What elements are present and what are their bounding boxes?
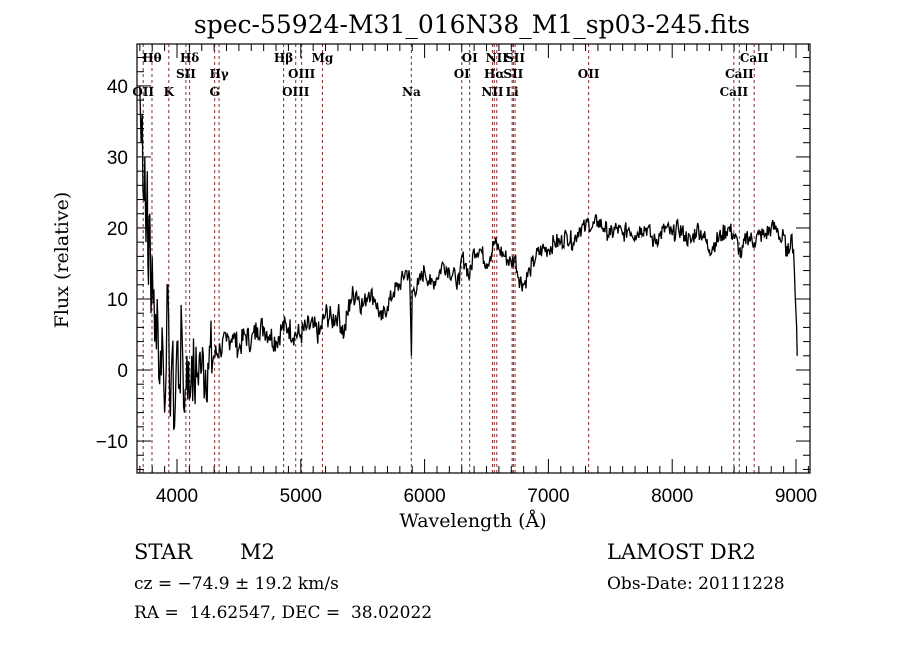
spectrum-series (139, 85, 798, 430)
y-axis-tick-labels: −10 0 10 20 30 40 (96, 77, 128, 453)
spectral-line-label: Hβ (274, 51, 293, 65)
spectral-line-label: OI (462, 51, 478, 65)
spectral-line-label: OIII (282, 85, 310, 99)
x-axis-tick-labels: 4000 5000 6000 7000 8000 9000 (156, 486, 817, 507)
y-tick-label: 20 (107, 219, 128, 240)
object-class: STAR (134, 540, 193, 564)
redshift-velocity: cz = −74.9 ± 19.2 km/s (134, 574, 339, 594)
y-axis-label: Flux (relative) (51, 192, 73, 329)
spectral-line-label: NII (486, 51, 509, 65)
spectral-line-label: G (210, 85, 220, 99)
spectral-line-label: CaII (720, 85, 749, 99)
spectral-line-label: Hγ (209, 67, 228, 81)
x-tick-label: 8000 (651, 486, 693, 507)
spectral-line-markers (142, 44, 755, 473)
chart-title: spec-55924-M31_016N38_M1_sp03-245.fits (194, 10, 750, 39)
spectral-line-label: OII (578, 67, 600, 81)
spectral-line-label: Hα (484, 67, 505, 81)
spectral-line-label: Mg (312, 51, 334, 65)
y-tick-label: 30 (107, 148, 128, 169)
spectral-line-label: SII (503, 67, 523, 81)
observation-date: Obs-Date: 20111228 (607, 574, 785, 594)
spectral-line-labels: OIIHθKSIIHδGHγHβOIIIOIIIMgNaOIOINIIHαNII… (132, 51, 768, 99)
sky-coordinates: RA = 14.62547, DEC = 38.02022 (134, 603, 433, 623)
spectral-line-label: CaII (740, 51, 769, 65)
y-tick-label: 10 (107, 290, 128, 311)
spectral-line-label: SII (505, 51, 525, 65)
x-axis-label: Wavelength (Å) (399, 510, 546, 532)
spectral-line-label: SII (176, 67, 196, 81)
spectrum-line (139, 85, 798, 430)
x-tick-label: 9000 (775, 486, 817, 507)
spectral-line-label: K (164, 85, 175, 99)
spectral-line-label: Hθ (142, 51, 161, 65)
spectral-line-label: Li (506, 85, 519, 99)
y-tick-label: 40 (107, 77, 128, 98)
object-subclass: M2 (240, 540, 275, 564)
x-axis-ticks (139, 44, 809, 473)
spectral-line-label: Na (402, 85, 421, 99)
plot-frame (136, 43, 811, 474)
x-tick-label: 5000 (280, 486, 322, 507)
x-tick-label: 4000 (156, 486, 198, 507)
spectral-line-label: OIII (288, 67, 316, 81)
y-axis-ticks (137, 56, 810, 470)
y-tick-label: −10 (96, 432, 128, 453)
spectral-line-label: NII (481, 85, 504, 99)
spectral-line-label: OII (132, 85, 154, 99)
survey-name: LAMOST DR2 (607, 540, 756, 564)
y-tick-label: 0 (117, 361, 128, 382)
x-tick-label: 7000 (527, 486, 569, 507)
spectral-line-label: CaII (725, 67, 754, 81)
x-tick-label: 6000 (403, 486, 445, 507)
spectral-line-label: Hδ (180, 51, 199, 65)
spectral-line-label: OI (454, 67, 470, 81)
